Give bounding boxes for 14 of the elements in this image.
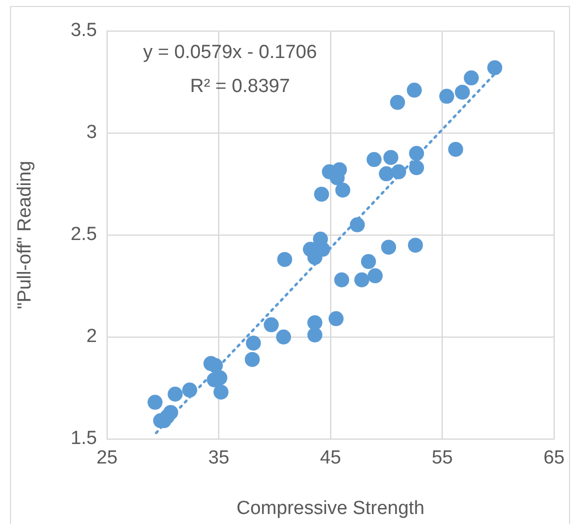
x-axis-title: Compressive Strength bbox=[236, 498, 424, 519]
x-tick-label: 45 bbox=[320, 448, 342, 469]
y-tick-label: 2.5 bbox=[70, 224, 97, 246]
y-tick-label: 1.5 bbox=[70, 428, 97, 450]
x-tick-label: 35 bbox=[208, 448, 230, 469]
annotation: R² = 0.8397 bbox=[190, 76, 290, 98]
x-tick-label: 65 bbox=[543, 448, 565, 469]
y-axis-title: "Pull-off" Reading bbox=[14, 160, 36, 310]
x-tick-label: 55 bbox=[432, 448, 453, 469]
y-tick-label: 3.5 bbox=[70, 20, 97, 42]
x-tick-label: 25 bbox=[96, 448, 118, 469]
y-tick-label: 3 bbox=[86, 122, 97, 144]
annotation: y = 0.0579x - 0.1706 bbox=[143, 42, 317, 64]
y-tick-label: 2 bbox=[86, 326, 97, 348]
